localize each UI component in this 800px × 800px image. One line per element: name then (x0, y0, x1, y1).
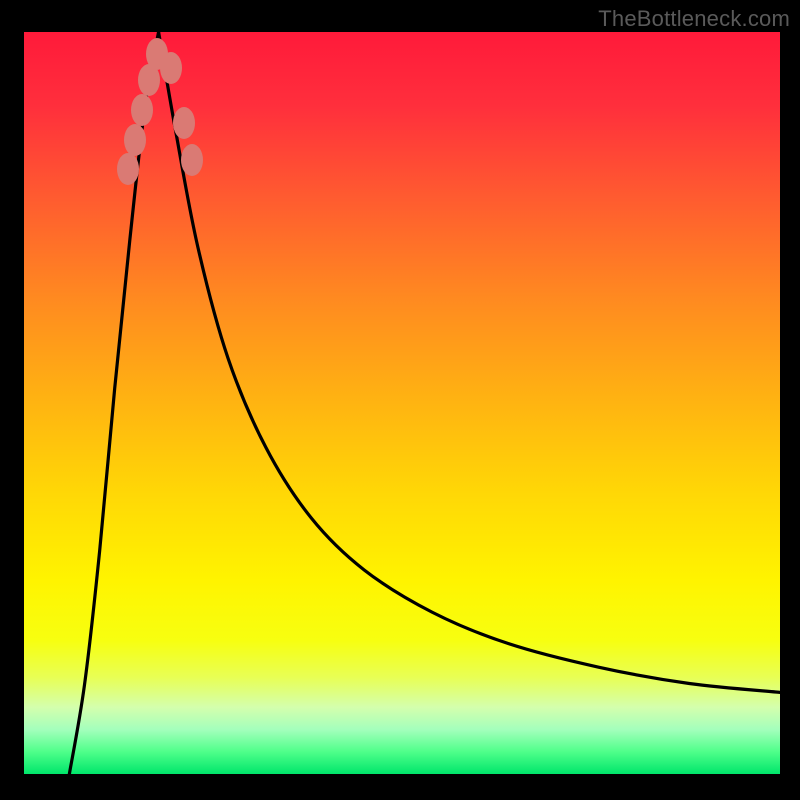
chart-container: TheBottleneck.com (0, 0, 800, 800)
curve-path (159, 32, 780, 692)
data-marker (117, 153, 139, 185)
data-marker (160, 52, 182, 84)
watermark-text: TheBottleneck.com (598, 6, 790, 32)
data-marker (181, 144, 203, 176)
data-marker (124, 124, 146, 156)
data-marker (173, 107, 195, 139)
plot-frame (24, 32, 780, 774)
data-marker (131, 94, 153, 126)
plot-area (24, 32, 780, 774)
